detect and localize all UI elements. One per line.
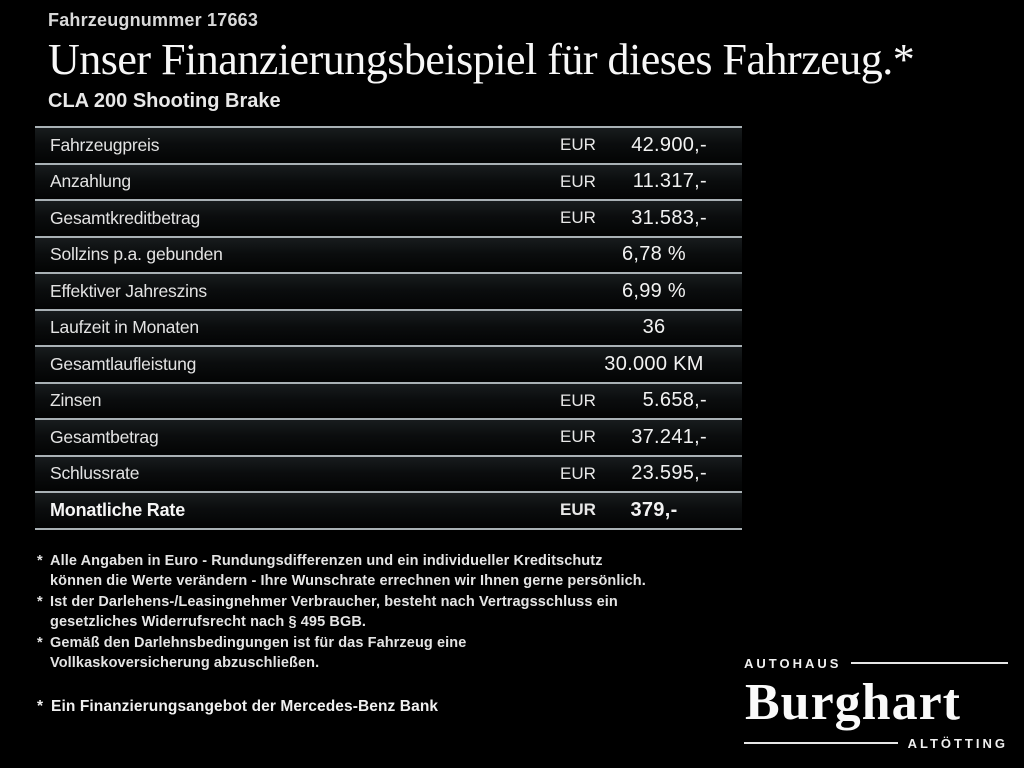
row-label: Gesamtlaufleistung <box>50 353 197 374</box>
currency-label: EUR <box>560 171 596 191</box>
currency-label: EUR <box>560 500 596 520</box>
financing-table: Fahrzeugpreis EUR 42.900,- Anzahlung EUR… <box>35 126 742 530</box>
currency-label: EUR <box>560 208 596 228</box>
row-value-cell: 36 <box>552 311 742 346</box>
row-value-cell: 6,78 % <box>552 238 742 273</box>
footnote-marker: * <box>37 552 43 569</box>
table-row: Gesamtkreditbetrag EUR 31.583,- <box>35 201 742 238</box>
row-value: 31.583,- <box>631 206 707 229</box>
logo-top-row: Autohaus <box>744 652 1008 674</box>
page-title: Unser Finanzierungsbeispiel für dieses F… <box>48 35 915 84</box>
logo-autohaus-label: Autohaus <box>744 652 842 673</box>
footnote-text: Alle Angaben in Euro - Rundungsdifferenz… <box>50 551 646 592</box>
row-value-cell: EUR 23.595,- <box>552 457 742 492</box>
row-value: 42.900,- <box>631 133 707 156</box>
row-value: 37.241,- <box>631 425 707 448</box>
footnote-marker: * <box>37 634 43 651</box>
logo-dealer-name: Burghart <box>745 674 961 731</box>
table-row: Zinsen EUR 5.658,- <box>35 383 742 420</box>
row-value: 11.317,- <box>632 170 707 193</box>
currency-label: EUR <box>560 463 596 483</box>
footnote-line: können die Werte verändern - Ihre Wunsch… <box>50 573 646 589</box>
table-row: Gesamtbetrag EUR 37.241,- <box>35 420 742 457</box>
table-row: Schlussrate EUR 23.595,- <box>35 456 742 493</box>
financing-offer-text: Ein Finanzierungsangebot der Mercedes-Be… <box>51 697 439 715</box>
row-label: Gesamtbetrag <box>50 426 159 447</box>
row-label: Effektiver Jahreszins <box>50 280 207 301</box>
row-label: Fahrzeugpreis <box>50 134 160 155</box>
currency-label: EUR <box>560 390 596 410</box>
row-value: 36 <box>642 316 666 339</box>
logo-city-label: Altötting <box>907 732 1008 753</box>
table-row: Sollzins p.a. gebunden 6,78 % <box>35 237 742 274</box>
footnote-text: Gemäß den Darlehnsbedingungen ist für da… <box>50 633 466 674</box>
currency-label: EUR <box>560 427 596 447</box>
row-label: Zinsen <box>50 390 102 411</box>
footnote: * Alle Angaben in Euro - Rundungsdiffere… <box>37 551 752 592</box>
row-label: Laufzeit in Monaten <box>50 317 199 338</box>
footnote-line: Ist der Darlehens-/Leasingnehmer Verbrau… <box>50 593 618 610</box>
row-value: 6,78 % <box>621 243 687 266</box>
footnote: * Gemäß den Darlehnsbedingungen ist für … <box>37 633 752 674</box>
footnote-line: Vollkaskoversicherung abzuschließen. <box>50 655 320 671</box>
header: Fahrzeugnummer 17663 Unser Finanzierungs… <box>0 0 1024 113</box>
logo-rule-bottom <box>744 742 898 744</box>
row-value: 30.000 KM <box>604 352 704 375</box>
vehicle-model: CLA 200 Shooting Brake <box>48 90 281 112</box>
footnote-line: Gemäß den Darlehnsbedingungen ist für da… <box>50 634 467 651</box>
row-value-cell: 30.000 KM <box>552 347 742 382</box>
row-value: 379,- <box>630 498 678 521</box>
table-row: Effektiver Jahreszins 6,99 % <box>35 274 742 311</box>
row-value-cell: EUR 379,- <box>552 493 742 528</box>
row-value: 6,99 % <box>621 279 687 302</box>
table-row: Fahrzeugpreis EUR 42.900,- <box>35 128 742 165</box>
row-label: Anzahlung <box>50 171 131 192</box>
footnotes: * Alle Angaben in Euro - Rundungsdiffere… <box>37 551 752 674</box>
footnote-marker: * <box>37 697 44 715</box>
row-value: 5.658,- <box>642 389 707 412</box>
row-value: 23.595,- <box>631 462 707 485</box>
row-label: Sollzins p.a. gebunden <box>50 244 223 265</box>
vehicle-number: Fahrzeugnummer 17663 <box>48 10 259 30</box>
row-value-cell: EUR 5.658,- <box>552 384 742 419</box>
row-value-cell: EUR 37.241,- <box>552 420 742 455</box>
currency-label: EUR <box>560 135 596 155</box>
row-label: Schlussrate <box>50 463 140 484</box>
row-label: Monatliche Rate <box>50 499 186 520</box>
footnote: * Ist der Darlehens-/Leasingnehmer Verbr… <box>37 592 752 633</box>
table-row: Laufzeit in Monaten 36 <box>35 310 742 347</box>
footnote-line: gesetzliches Widerrufsrecht nach § 495 B… <box>50 614 367 630</box>
row-value-cell: EUR 31.583,- <box>552 201 742 236</box>
table-row-monthly-rate: Monatliche Rate EUR 379,- <box>35 493 742 530</box>
dealer-logo: Autohaus Burghart Altötting <box>744 652 1008 754</box>
row-value-cell: 6,99 % <box>552 274 742 309</box>
financing-offer-note: * Ein Finanzierungsangebot der Mercedes-… <box>37 698 1024 716</box>
footnote-marker: * <box>37 593 43 610</box>
table-row: Gesamtlaufleistung 30.000 KM <box>35 347 742 384</box>
table-row: Anzahlung EUR 11.317,- <box>35 164 742 201</box>
footnote-line: Alle Angaben in Euro - Rundungsdifferenz… <box>50 552 603 569</box>
row-value-cell: EUR 42.900,- <box>552 128 742 163</box>
row-value-cell: EUR 11.317,- <box>552 165 742 200</box>
row-label: Gesamtkreditbetrag <box>50 207 201 228</box>
logo-bottom-row: Altötting <box>744 732 1008 754</box>
footnote-text: Ist der Darlehens-/Leasingnehmer Verbrau… <box>50 592 618 633</box>
logo-rule-top <box>851 662 1008 664</box>
